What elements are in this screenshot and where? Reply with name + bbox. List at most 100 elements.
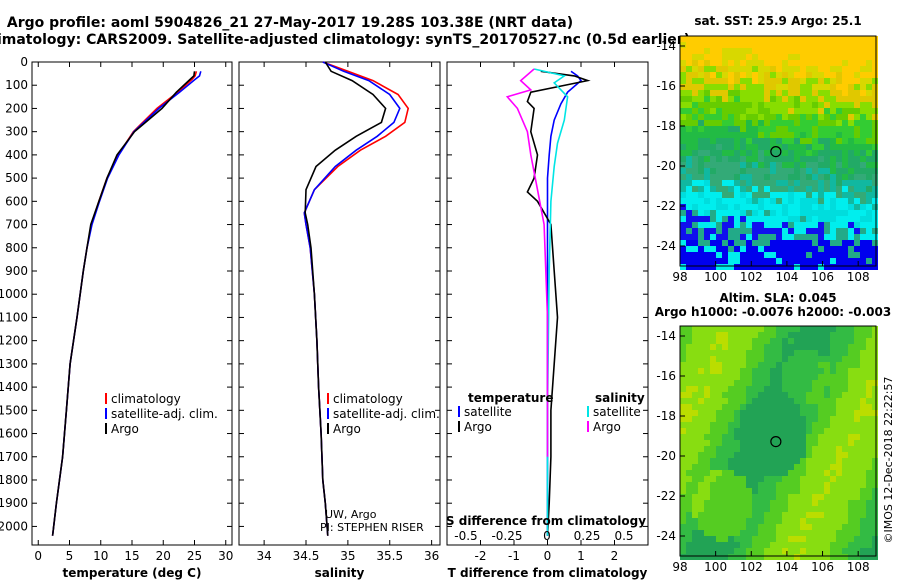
- heatmap-cell: [842, 240, 848, 246]
- heatmap-cell: [746, 126, 752, 132]
- heatmap-cell: [776, 542, 782, 548]
- heatmap-cell: [872, 126, 878, 132]
- heatmap-cell: [740, 440, 746, 446]
- heatmap-cell: [836, 398, 842, 404]
- heatmap-cell: [722, 48, 728, 54]
- heatmap-cell: [812, 78, 818, 84]
- heatmap-cell: [710, 222, 716, 228]
- heatmap-cell: [710, 48, 716, 54]
- heatmap-cell: [728, 162, 734, 168]
- x-tick-label: 0: [544, 549, 552, 563]
- heatmap-cell: [728, 494, 734, 500]
- heatmap-cell: [764, 542, 770, 548]
- heatmap-cell: [776, 222, 782, 228]
- heatmap-cell: [836, 96, 842, 102]
- heatmap-cell: [794, 108, 800, 114]
- heatmap-cell: [848, 488, 854, 494]
- heatmap-cell: [776, 428, 782, 434]
- heatmap-cell: [722, 506, 728, 512]
- heatmap-cell: [782, 554, 788, 560]
- heatmap-cell: [860, 102, 866, 108]
- heatmap-cell: [716, 96, 722, 102]
- heatmap-cell: [740, 458, 746, 464]
- heatmap-cell: [872, 54, 878, 60]
- heatmap-cell: [746, 350, 752, 356]
- heatmap-cell: [698, 138, 704, 144]
- heatmap-cell: [788, 102, 794, 108]
- heatmap-cell: [770, 246, 776, 252]
- heatmap-cell: [686, 380, 692, 386]
- heatmap-cell: [788, 60, 794, 66]
- heatmap-cell: [824, 96, 830, 102]
- heatmap-cell: [794, 216, 800, 222]
- heatmap-cell: [728, 216, 734, 222]
- heatmap-cell: [800, 66, 806, 72]
- heatmap-cell: [842, 120, 848, 126]
- heatmap-cell: [680, 482, 686, 488]
- heatmap-cell: [680, 386, 686, 392]
- heatmap-cell: [686, 350, 692, 356]
- heatmap-cell: [806, 246, 812, 252]
- heatmap-cell: [854, 210, 860, 216]
- heatmap-cell: [830, 210, 836, 216]
- heatmap-cell: [740, 482, 746, 488]
- heatmap-cell: [830, 464, 836, 470]
- heatmap-cell: [794, 198, 800, 204]
- heatmap-cell: [692, 524, 698, 530]
- heatmap-cell: [812, 138, 818, 144]
- heatmap-cell: [854, 180, 860, 186]
- heatmap-cell: [686, 392, 692, 398]
- heatmap-cell: [740, 332, 746, 338]
- heatmap-cell: [848, 386, 854, 392]
- heatmap-cell: [830, 264, 836, 270]
- heatmap-cell: [782, 476, 788, 482]
- heatmap-cell: [812, 180, 818, 186]
- heatmap-cell: [806, 264, 812, 270]
- heatmap-cell: [776, 458, 782, 464]
- heatmap-cell: [800, 386, 806, 392]
- heatmap-cell: [710, 404, 716, 410]
- heatmap-cell: [800, 96, 806, 102]
- heatmap-cell: [728, 488, 734, 494]
- heatmap-cell: [860, 162, 866, 168]
- heatmap-cell: [734, 78, 740, 84]
- heatmap-cell: [788, 440, 794, 446]
- heatmap-cell: [848, 380, 854, 386]
- heatmap-cell: [752, 530, 758, 536]
- heatmap-cell: [776, 96, 782, 102]
- heatmap-cell: [824, 356, 830, 362]
- heatmap-cell: [860, 542, 866, 548]
- heatmap-cell: [872, 90, 878, 96]
- heatmap-cell: [680, 114, 686, 120]
- heatmap-cell: [806, 386, 812, 392]
- heatmap-cell: [716, 258, 722, 264]
- heatmap-cell: [836, 72, 842, 78]
- heatmap-cell: [710, 464, 716, 470]
- heatmap-cell: [836, 470, 842, 476]
- heatmap-cell: [704, 338, 710, 344]
- heatmap-cell: [722, 548, 728, 554]
- heatmap-cell: [806, 506, 812, 512]
- heatmap-cell: [794, 54, 800, 60]
- heatmap-cell: [788, 150, 794, 156]
- heatmap-cell: [872, 356, 878, 362]
- heatmap-cell: [716, 186, 722, 192]
- heatmap-cell: [848, 126, 854, 132]
- heatmap-cell: [722, 72, 728, 78]
- heatmap-cell: [770, 36, 776, 42]
- heatmap-cell: [866, 422, 872, 428]
- heatmap-cell: [746, 416, 752, 422]
- heatmap-cell: [782, 524, 788, 530]
- heatmap-cell: [794, 252, 800, 258]
- heatmap-cell: [824, 440, 830, 446]
- heatmap-cell: [686, 210, 692, 216]
- heatmap-cell: [740, 386, 746, 392]
- heatmap-cell: [770, 524, 776, 530]
- heatmap-cell: [680, 54, 686, 60]
- heatmap-cell: [716, 398, 722, 404]
- heatmap-cell: [788, 198, 794, 204]
- heatmap-cell: [848, 332, 854, 338]
- heatmap-cell: [872, 204, 878, 210]
- heatmap-cell: [722, 476, 728, 482]
- heatmap-cell: [836, 204, 842, 210]
